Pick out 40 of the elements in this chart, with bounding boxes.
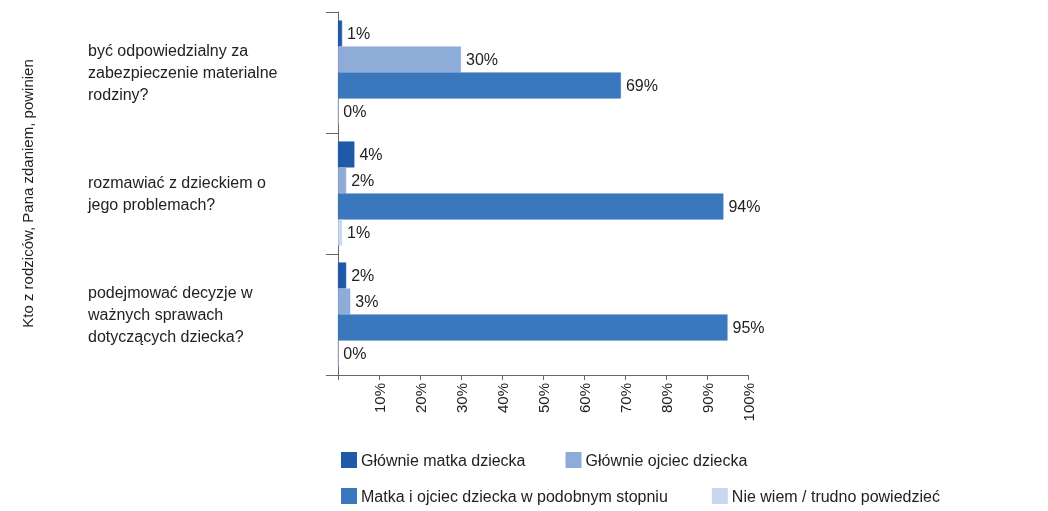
data-label: 0%: [343, 103, 367, 121]
x-tick-label: 10%: [370, 383, 388, 414]
data-label: 94%: [728, 198, 761, 216]
x-tick-label: 100%: [739, 383, 757, 422]
x-tick-label: 70%: [616, 383, 634, 414]
data-label: 30%: [466, 50, 499, 68]
legend-label: Głównie ojciec dziecka: [585, 451, 748, 469]
data-label: 4%: [359, 145, 383, 163]
y-axis-title: Kto z rodziców, Pana zdaniem, powinien: [19, 59, 36, 328]
x-tick-label: 30%: [452, 383, 470, 414]
data-label: 95%: [732, 319, 765, 337]
legend-label: Matka i ojciec dziecka w podobnym stopniu: [361, 487, 668, 505]
x-tick-label: 60%: [575, 383, 593, 414]
data-label: 2%: [351, 266, 375, 284]
bar: [338, 288, 351, 315]
bar: [338, 141, 355, 168]
y-tick-label: podejmować decyzje w ważnych sprawach dotyczących dziecka?: [87, 284, 257, 345]
data-label: 2%: [351, 171, 375, 189]
y-tick-label: rozmawiać z dzieckiem o jego problemach?: [87, 174, 271, 213]
bar: [338, 20, 343, 47]
bar: [338, 46, 461, 73]
legend-label: Głównie matka dziecka: [361, 451, 526, 469]
data-label: 1%: [347, 24, 371, 42]
x-tick-label: 40%: [493, 383, 511, 414]
data-label: 0%: [343, 345, 367, 363]
data-label: 1%: [347, 224, 371, 242]
x-tick-label: 80%: [657, 383, 675, 414]
bar: [338, 167, 347, 194]
x-tick-label: 90%: [698, 383, 716, 414]
x-tick-label: 50%: [534, 383, 552, 414]
data-label: 69%: [625, 77, 658, 95]
bar: [338, 72, 621, 99]
bar: [338, 219, 343, 246]
y-tick-label: być odpowiedzialny za zabezpieczenie materialne rodziny?: [88, 42, 282, 103]
x-tick-label: 20%: [411, 383, 429, 414]
data-label: 3%: [355, 292, 379, 310]
bar: [338, 314, 728, 341]
bar: [338, 193, 724, 220]
legend-label: Nie wiem / trudno powiedzieć: [731, 487, 940, 505]
bar: [338, 262, 347, 289]
